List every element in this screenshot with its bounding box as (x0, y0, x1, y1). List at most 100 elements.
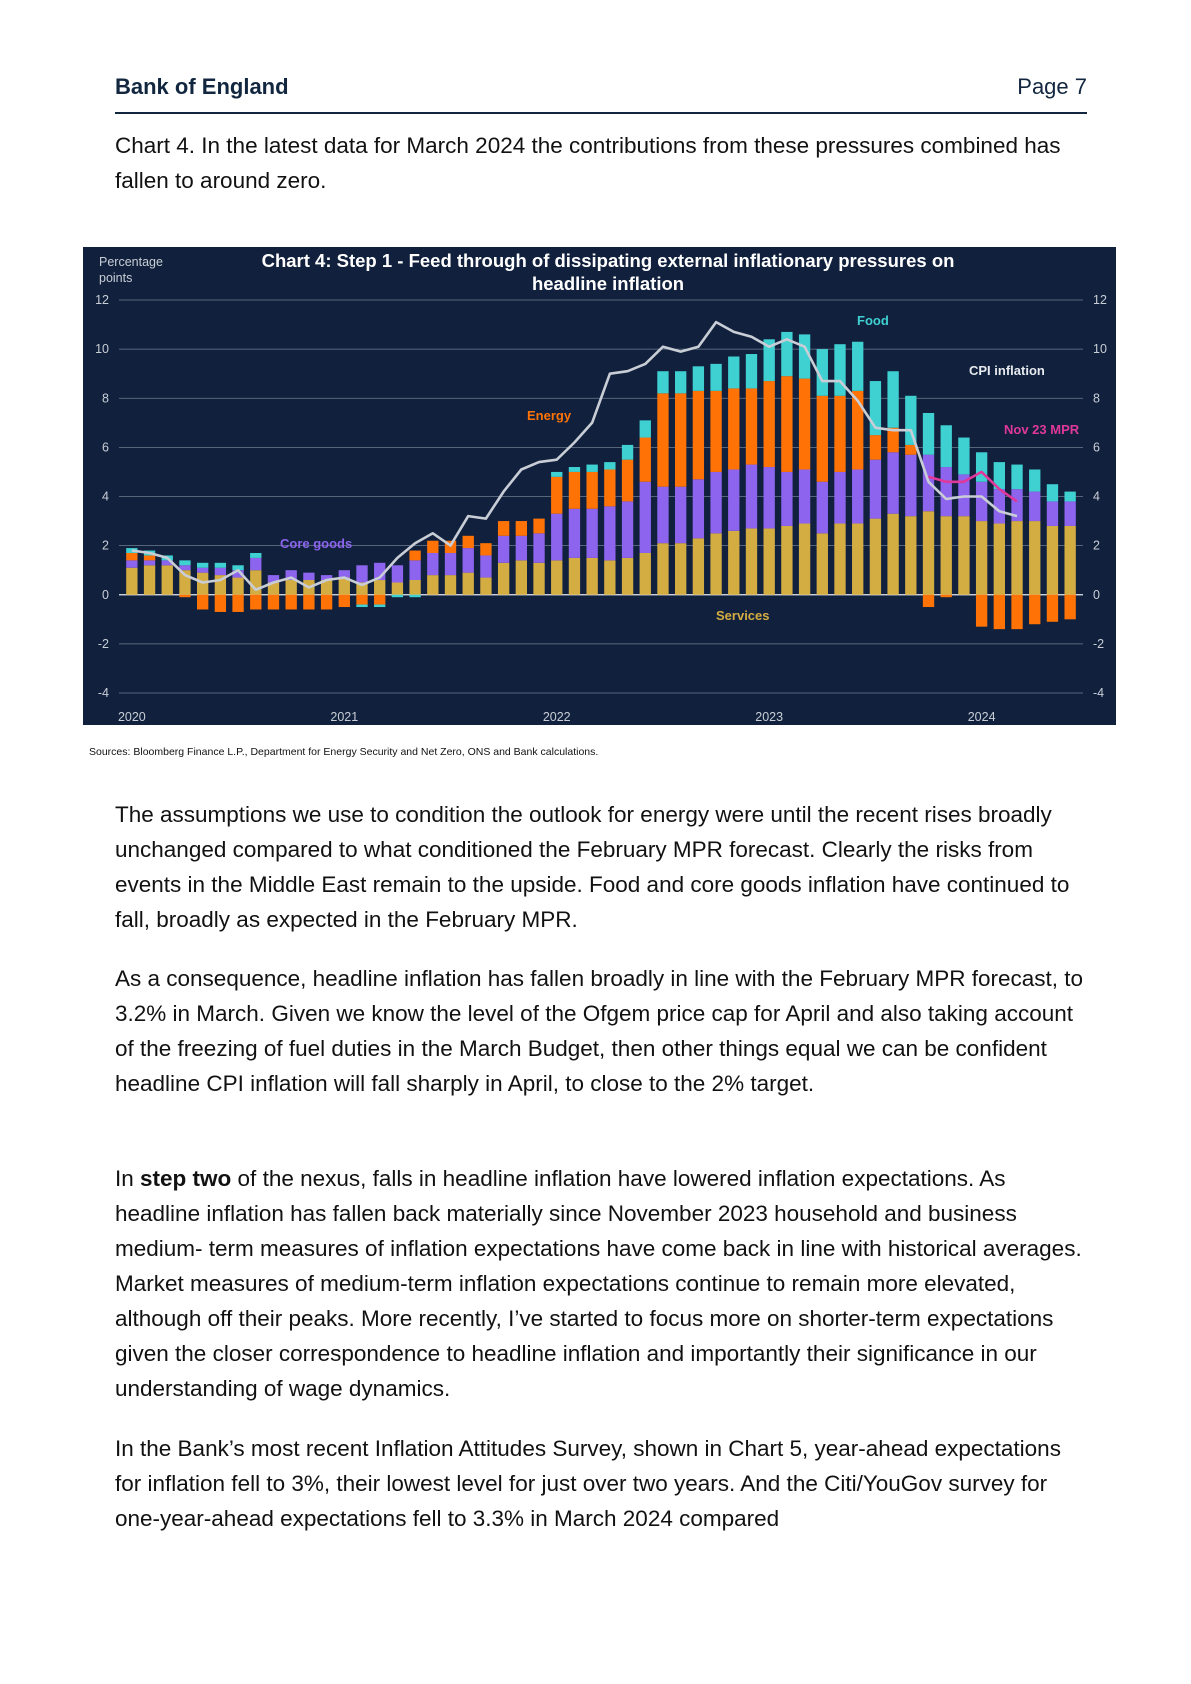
bar-energy-7 (250, 594, 262, 610)
bar-food-33 (710, 363, 722, 391)
bar-energy-38 (798, 378, 811, 470)
bar-energy-17 (427, 540, 439, 553)
bar-energy-23 (533, 518, 545, 534)
y-tick-left-4: 4 (102, 490, 109, 504)
bar-food-29 (639, 420, 651, 438)
bar-food-35 (745, 354, 758, 389)
bar-energy-41 (852, 390, 864, 470)
bar-energy-31 (675, 393, 687, 487)
bar-services-2 (161, 565, 173, 595)
bar-energy-43 (887, 427, 899, 453)
bar-energy-49 (993, 594, 1005, 630)
bar-core-goods-23 (533, 533, 545, 563)
y-tick-right--2: -2 (1093, 637, 1104, 651)
y-tick-right-2: 2 (1093, 539, 1100, 553)
x-tick-2024: 2024 (968, 710, 996, 724)
bar-food-46 (940, 425, 952, 468)
bar-energy-50 (1011, 594, 1023, 630)
bar-food-28 (621, 444, 634, 460)
page-number: Page 7 (1017, 74, 1087, 99)
bar-services-44 (905, 516, 917, 595)
bar-core-goods-2 (161, 560, 173, 566)
y-tick-right-0: 0 (1093, 588, 1100, 602)
bar-energy-6 (232, 594, 244, 612)
bar-energy-44 (905, 444, 917, 455)
bar-energy-1 (143, 555, 156, 561)
body-paragraph-4: In the Bank’s most recent Inflation Atti… (115, 1436, 1061, 1531)
bar-core-goods-10 (303, 572, 315, 581)
bar-services-52 (1046, 525, 1059, 595)
bar-core-goods-34 (728, 469, 740, 531)
bar-services-49 (993, 523, 1005, 595)
bar-core-goods-37 (781, 471, 793, 526)
bar-core-goods-39 (816, 481, 828, 534)
bar-core-goods-36 (763, 467, 775, 529)
bar-food-14 (374, 604, 386, 608)
bar-energy-4 (197, 594, 209, 610)
bar-energy-21 (497, 521, 510, 536)
bar-services-18 (444, 575, 457, 595)
line-nov-23-mpr (928, 470, 1018, 503)
bar-core-goods-24 (551, 513, 563, 561)
bar-services-21 (497, 562, 510, 595)
bar-energy-40 (834, 395, 846, 472)
bar-core-goods-46 (940, 467, 952, 517)
bar-core-goods-9 (285, 570, 297, 581)
y-tick-left-8: 8 (102, 391, 109, 405)
x-tick-2022: 2022 (543, 710, 571, 724)
bar-services-33 (710, 533, 722, 595)
bar-food-52 (1046, 484, 1059, 502)
bar-services-34 (728, 530, 740, 595)
bar-services-1 (143, 565, 156, 595)
bar-services-0 (126, 567, 138, 595)
bar-services-53 (1064, 525, 1076, 595)
bar-core-goods-1 (143, 560, 156, 566)
bar-food-4 (197, 562, 209, 568)
bar-services-42 (869, 518, 882, 595)
bar-core-goods-52 (1046, 501, 1059, 526)
y-tick-left-12: 12 (95, 293, 109, 307)
bar-core-goods-41 (852, 469, 864, 524)
bar-core-goods-43 (887, 452, 899, 514)
bar-energy-27 (604, 469, 616, 507)
bar-services-26 (586, 557, 598, 595)
bar-energy-5 (214, 594, 227, 612)
bar-energy-37 (781, 376, 793, 472)
bar-core-goods-53 (1064, 501, 1076, 526)
bar-services-6 (232, 577, 244, 595)
bar-energy-36 (763, 381, 775, 468)
annotation-energy: Energy (527, 408, 572, 423)
emphasis-step-two: step two (140, 1166, 232, 1191)
bar-energy-11 (320, 594, 333, 610)
bar-food-45 (922, 412, 935, 455)
bar-services-17 (427, 575, 439, 595)
bar-food-48 (975, 452, 988, 482)
bar-services-32 (692, 538, 705, 595)
bar-energy-29 (639, 437, 651, 482)
bar-core-goods-5 (214, 567, 227, 576)
bar-food-49 (993, 462, 1005, 490)
bar-energy-16 (409, 550, 421, 561)
bar-services-16 (409, 580, 421, 595)
bar-services-51 (1029, 521, 1041, 595)
bar-services-14 (374, 580, 386, 595)
bar-services-45 (922, 511, 935, 595)
bar-services-3 (179, 570, 191, 595)
annotation-core-goods: Core goods (280, 536, 352, 551)
bar-food-37 (781, 331, 793, 377)
bar-core-goods-3 (179, 565, 191, 571)
chart-title-line-2: headline inflation (532, 273, 684, 294)
bar-core-goods-13 (356, 565, 368, 583)
bar-food-31 (675, 371, 687, 394)
annotation-nov-23-mpr: Nov 23 MPR (1004, 422, 1080, 437)
bar-core-goods-42 (869, 459, 882, 519)
bar-services-8 (267, 582, 280, 595)
x-tick-2021: 2021 (330, 710, 358, 724)
bar-energy-39 (816, 395, 828, 482)
chart-title-line-1: Chart 4: Step 1 - Feed through of dissip… (262, 250, 955, 271)
bar-services-7 (250, 570, 262, 595)
bar-food-38 (798, 334, 811, 379)
bar-services-9 (285, 580, 297, 595)
y-axis-label-line-2: points (99, 271, 132, 285)
bar-services-40 (834, 523, 846, 595)
